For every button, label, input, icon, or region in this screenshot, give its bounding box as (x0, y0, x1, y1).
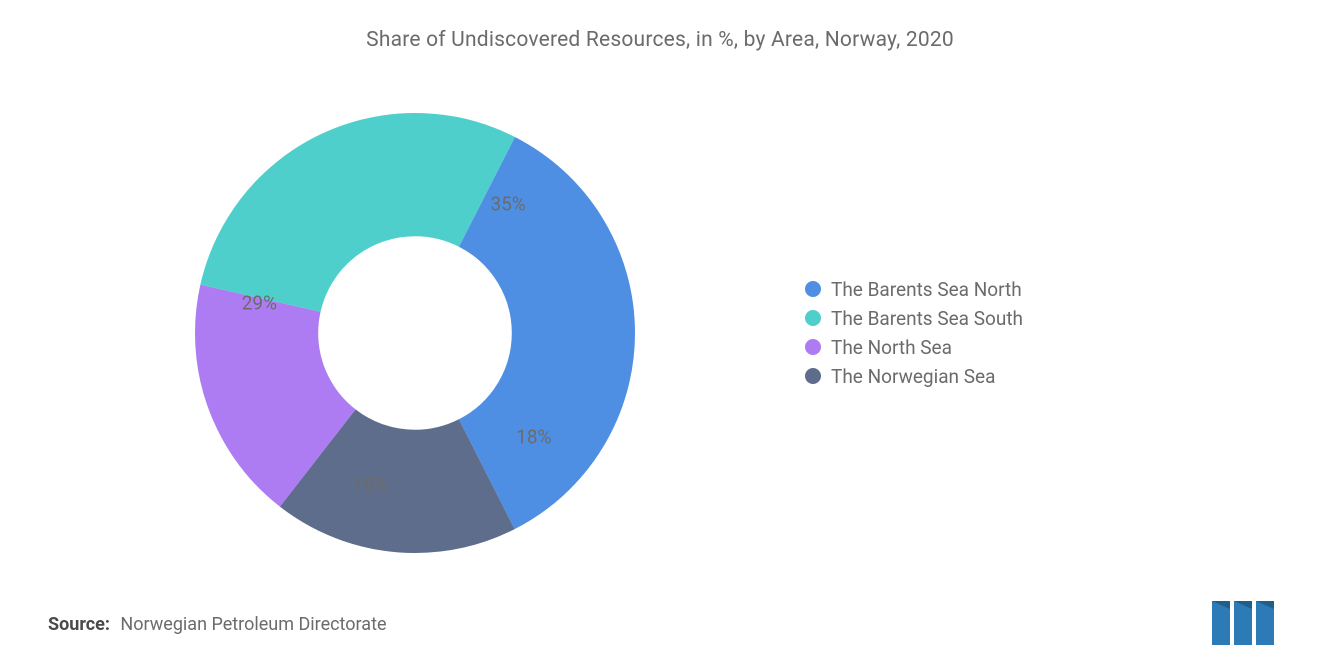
legend-swatch (805, 310, 821, 326)
brand-logo (1212, 601, 1280, 645)
legend-item: The Barents Sea South (805, 307, 1023, 330)
legend-item: The Barents Sea North (805, 278, 1023, 301)
source-text: Norwegian Petroleum Directorate (120, 614, 386, 635)
legend-swatch (805, 281, 821, 297)
legend-item: The Norwegian Sea (805, 365, 1023, 388)
legend: The Barents Sea North The Barents Sea Sou… (805, 278, 1023, 388)
chart-body: 35%18%18%29% The Barents Sea NorthThe Ba… (0, 80, 1320, 585)
source-line: Source: Norwegian Petroleum Directorate (48, 614, 387, 635)
donut-svg (195, 113, 635, 553)
legend-label: The Barents Sea North (831, 278, 1022, 301)
legend-label: The North Sea (831, 336, 952, 359)
donut-chart: 35%18%18%29% (195, 113, 635, 553)
legend-swatch (805, 339, 821, 355)
legend-item: The North Sea (805, 336, 1023, 359)
chart-title: Share of Undiscovered Resources, in %, b… (0, 0, 1320, 52)
legend-swatch (805, 368, 821, 384)
logo-icon (1212, 601, 1280, 645)
legend-label: The Norwegian Sea (831, 365, 995, 388)
legend-label: The Barents Sea South (831, 307, 1023, 330)
chart-container: Share of Undiscovered Resources, in %, b… (0, 0, 1320, 665)
source-prefix: Source: (48, 614, 110, 635)
